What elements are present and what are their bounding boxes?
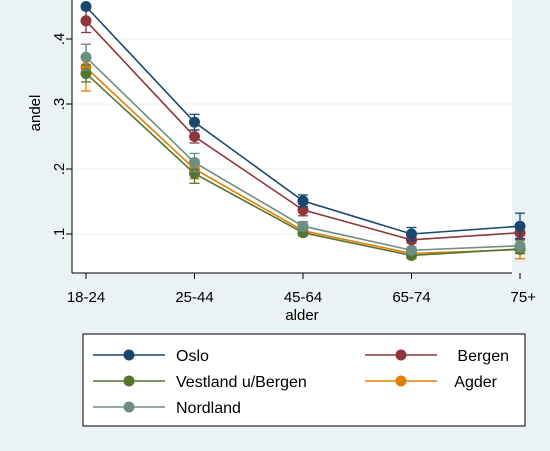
legend-marker xyxy=(395,349,407,361)
data-point xyxy=(297,220,309,232)
legend-label: Bergen xyxy=(457,348,509,365)
legend-label: Oslo xyxy=(176,348,209,365)
data-point xyxy=(297,195,309,207)
data-point xyxy=(80,15,92,27)
data-point xyxy=(514,240,526,252)
series-oslo xyxy=(80,1,526,242)
series-nordland xyxy=(80,43,526,256)
data-point xyxy=(406,228,417,240)
y-tick-label: .1 xyxy=(51,228,68,241)
data-point xyxy=(406,244,417,256)
data-point xyxy=(189,131,200,142)
legend: Oslo Bergen Vestland u/Bergen Agder Nordland xyxy=(93,348,509,417)
x-tick-label: 65-74 xyxy=(392,289,430,306)
legend-marker xyxy=(123,375,135,387)
y-axis-ticks: .1 .2 .3 .4 xyxy=(51,33,72,241)
y-axis-title: andel xyxy=(27,95,44,132)
y-tick-label: .3 xyxy=(51,98,68,111)
x-tick-label: 75+ xyxy=(511,289,537,306)
legend-label: Nordland xyxy=(176,400,241,417)
legend-marker xyxy=(123,401,135,413)
legend-label: Agder xyxy=(454,374,497,391)
data-point xyxy=(189,116,200,128)
x-axis-title: alder xyxy=(285,307,318,324)
legend-item: Nordland xyxy=(93,400,241,417)
y-tick-label: .2 xyxy=(51,163,68,176)
data-point xyxy=(514,220,526,232)
legend-item: Bergen xyxy=(365,348,509,365)
x-axis-ticks: 18-24 25-44 45-64 65-74 75+ xyxy=(67,273,536,306)
legend-item: Oslo xyxy=(93,348,209,365)
legend-label: Vestland u/Bergen xyxy=(176,374,307,391)
legend-marker xyxy=(123,349,135,361)
x-tick-label: 25-44 xyxy=(175,289,213,306)
legend-item: Agder xyxy=(365,374,498,391)
data-point xyxy=(80,51,92,63)
data-point xyxy=(189,168,200,180)
legend-box xyxy=(82,333,526,427)
y-tick-label: .4 xyxy=(51,33,68,46)
series-layer xyxy=(80,1,526,261)
data-point xyxy=(80,1,92,12)
legend-marker xyxy=(395,375,407,387)
legend-item: Vestland u/Bergen xyxy=(93,374,307,391)
grid-lines xyxy=(72,38,512,235)
x-tick-label: 18-24 xyxy=(67,289,105,306)
data-point xyxy=(189,157,200,168)
x-tick-label: 45-64 xyxy=(284,289,322,306)
